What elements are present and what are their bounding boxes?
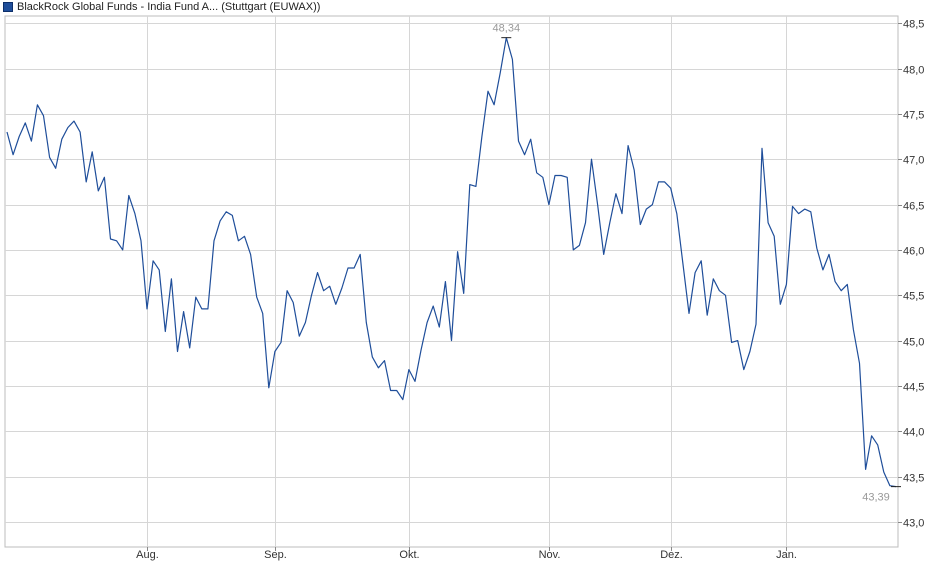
y-tick-label: 47,5 <box>903 110 924 122</box>
series <box>6 37 897 488</box>
y-tick-label: 46,5 <box>903 201 924 213</box>
x-tick-label: Aug. <box>136 549 159 561</box>
plot-border <box>4 15 899 548</box>
grid <box>4 15 899 548</box>
annotations: 48,34 43,39 <box>493 23 901 504</box>
y-tick-label: 45,0 <box>903 337 924 349</box>
y-tick-label: 45,5 <box>903 291 924 303</box>
series-line <box>6 37 897 488</box>
y-tick-label: 46,0 <box>903 246 924 258</box>
y-tick-label: 47,0 <box>903 155 924 167</box>
x-tick-label: Nov. <box>539 549 561 561</box>
x-tick-label: Sep. <box>264 549 287 561</box>
chart-title: BlackRock Global Funds - India Fund A...… <box>17 1 321 13</box>
annotation-label: 43,39 <box>862 492 890 504</box>
y-tick-label: 48,0 <box>903 65 924 77</box>
annotation-label: 48,34 <box>493 23 521 35</box>
axes: 43,0 43,5 44,0 44,5 45,0 45,5 46,0 46,5 47,0 47,5… <box>136 19 924 562</box>
y-tick-label: 44,0 <box>903 427 924 439</box>
x-tick-label: Jan. <box>776 549 797 561</box>
x-tick-label: Dez. <box>660 549 683 561</box>
y-tick-label: 43,5 <box>903 473 924 485</box>
x-tick-label: Okt. <box>399 549 419 561</box>
y-tick-label: 48,5 <box>903 19 924 31</box>
y-tick-label: 43,0 <box>903 518 924 530</box>
y-tick-label: 44,5 <box>903 382 924 394</box>
legend: BlackRock Global Funds - India Fund A...… <box>3 0 320 14</box>
legend-swatch <box>3 2 13 12</box>
